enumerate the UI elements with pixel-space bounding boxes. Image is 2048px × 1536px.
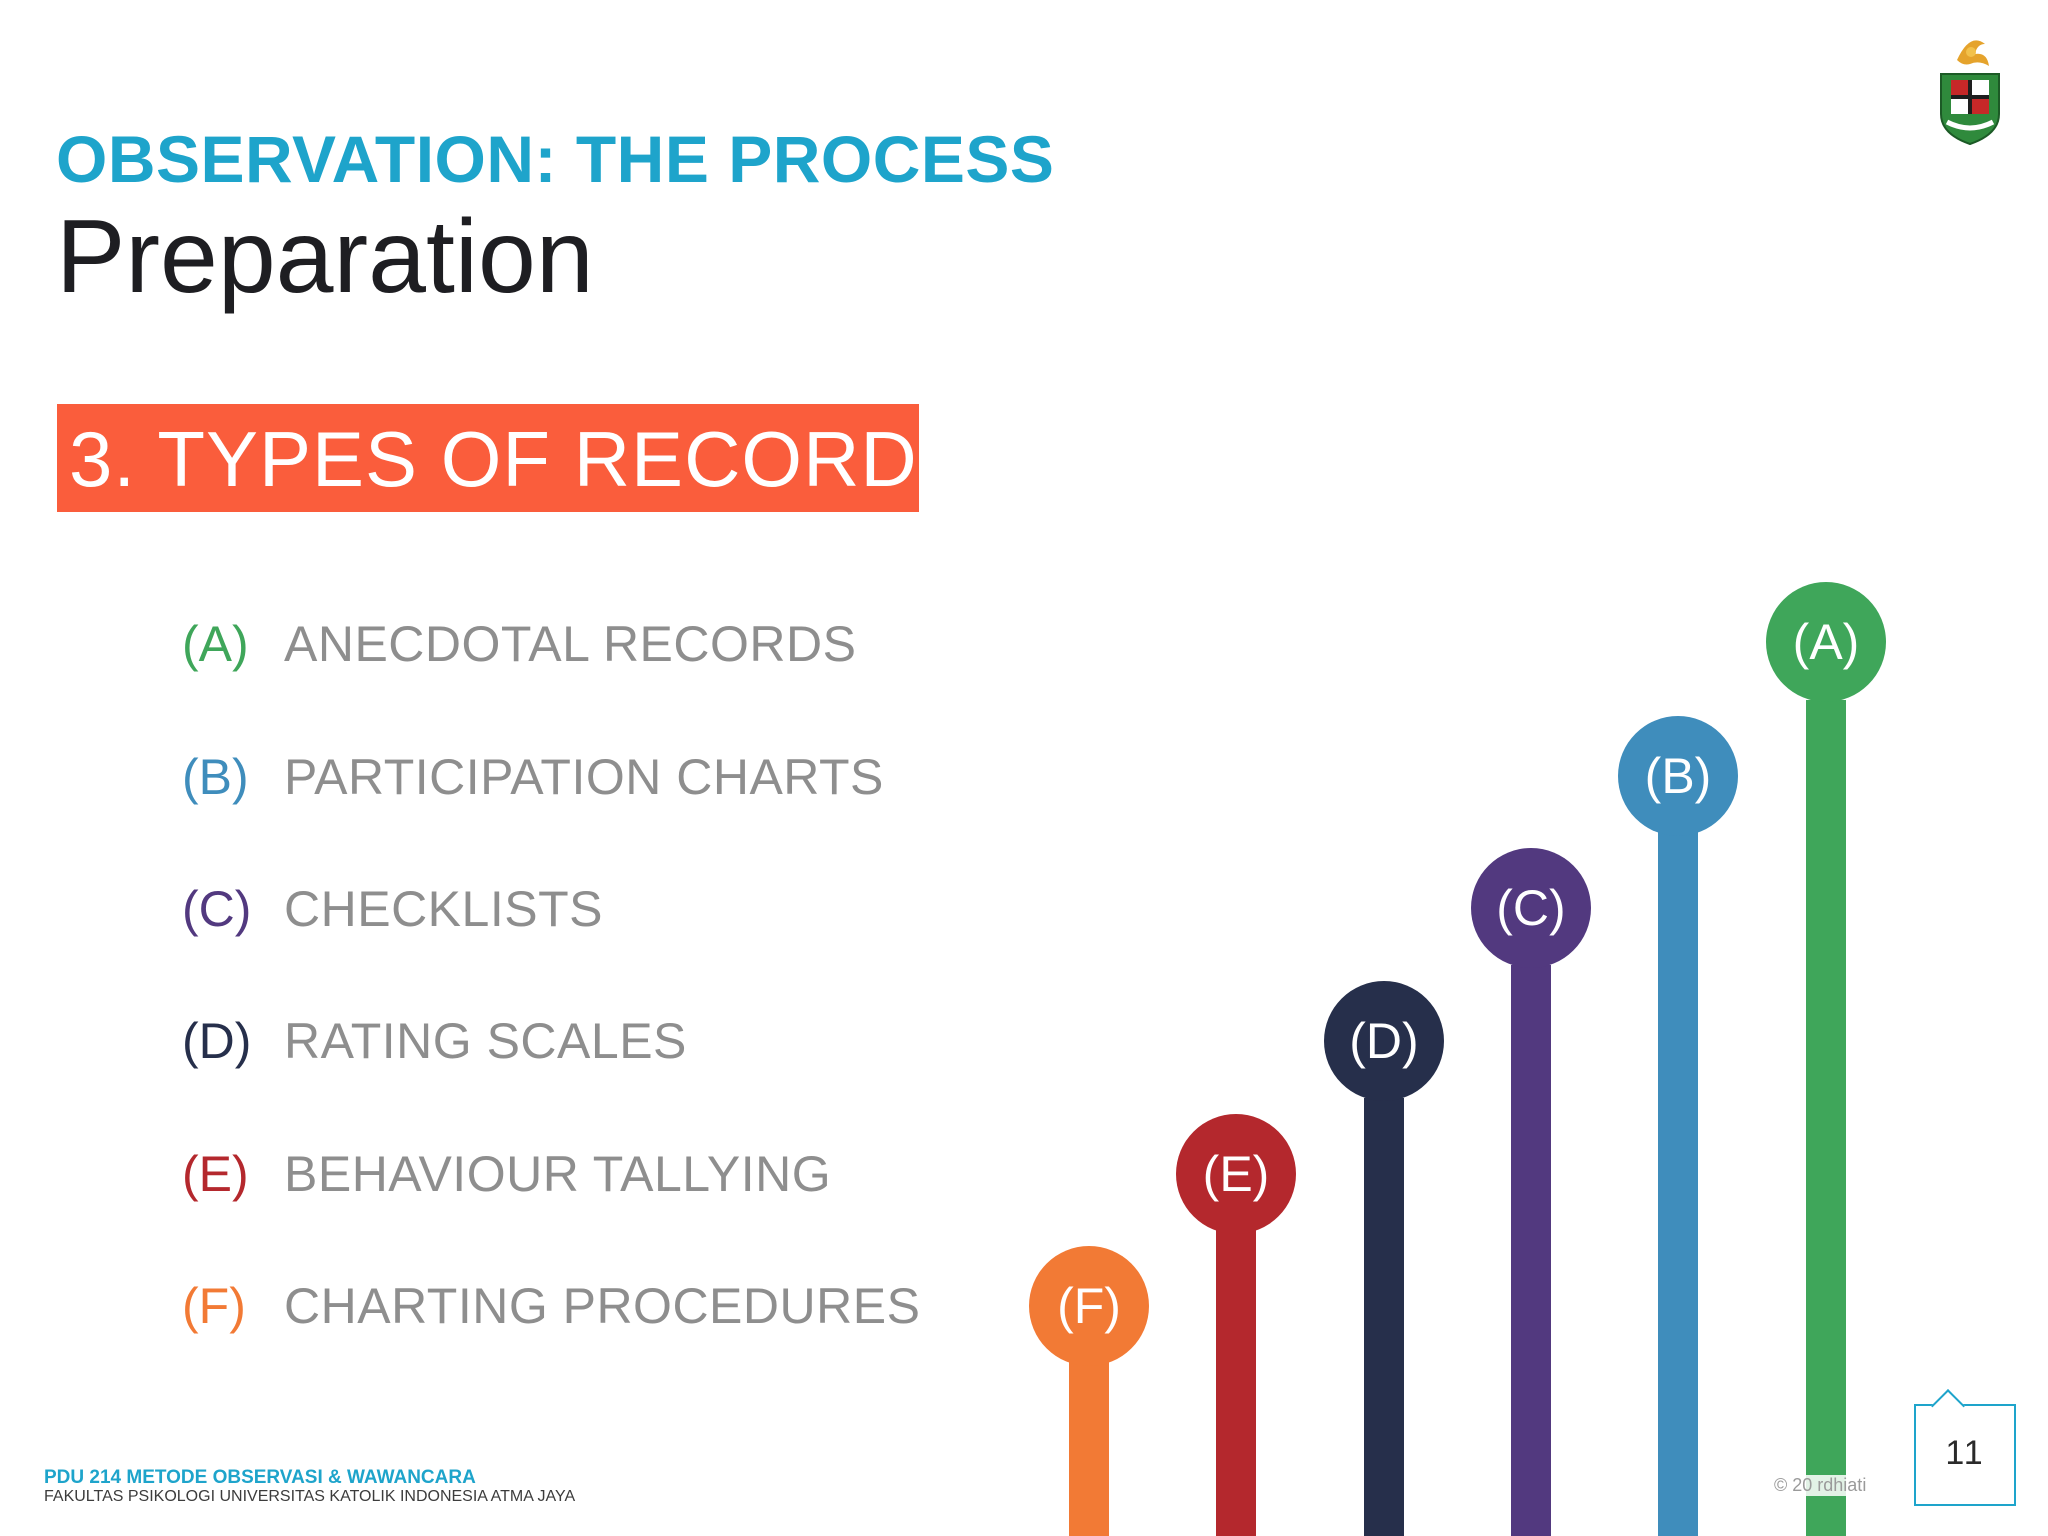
pin-d: (D) (1324, 981, 1444, 1536)
slide-kicker-title: OBSERVATION: THE PROCESS (56, 122, 1055, 196)
list-letter: (A) (182, 616, 249, 672)
copyright-note: © 20 rdhiati (1770, 1475, 1871, 1496)
section-heading-bar: 3. TYPES OF RECORDS (57, 404, 970, 512)
list-letter: (C) (182, 881, 252, 937)
list-label: RATING SCALES (284, 1013, 687, 1069)
pin-a-label: (A) (1793, 614, 1860, 670)
footer-course-name: PDU 214 METODE OBSERVASI & WAWANCARA (44, 1467, 476, 1488)
list-letter: (F) (182, 1278, 246, 1334)
list-label: ANECDOTAL RECORDS (284, 616, 857, 672)
pin-a: (A) (1766, 582, 1886, 1536)
page-number: 11 (1945, 1434, 1985, 1472)
list-item-b: (B) PARTICIPATION CHARTS (0, 737, 1000, 817)
list-letter: (B) (182, 749, 249, 805)
list-letter: (E) (182, 1146, 249, 1202)
pin-c: (C) (1471, 848, 1591, 1536)
list-item-a: (A) ANECDOTAL RECORDS (0, 604, 1000, 684)
pin-b-label: (B) (1645, 748, 1712, 804)
list-label: PARTICIPATION CHARTS (284, 749, 884, 805)
footer-faculty-name: FAKULTAS PSIKOLOGI UNIVERSITAS KATOLIK I… (44, 1488, 576, 1505)
section-heading-label: 3. TYPES OF RECORDS (69, 415, 971, 503)
pin-b: (B) (1618, 716, 1738, 1536)
pin-e: (E) (1176, 1114, 1296, 1536)
list-item-d: (D) RATING SCALES (0, 1001, 1000, 1081)
list-item-c: (C) CHECKLISTS (0, 869, 1000, 949)
university-crest-logo (1940, 40, 2000, 146)
slide-title: Preparation (56, 199, 594, 315)
pin-d-label: (D) (1349, 1013, 1418, 1069)
page-number-badge: 11 (1914, 1389, 2016, 1506)
pin-f-label: (F) (1057, 1278, 1121, 1334)
list-item-f: (F) CHARTING PROCEDURES (0, 1266, 1000, 1346)
list-label: BEHAVIOUR TALLYING (284, 1146, 832, 1202)
pin-c-label: (C) (1496, 880, 1565, 936)
pin-e-label: (E) (1203, 1146, 1270, 1202)
list-label: CHARTING PROCEDURES (284, 1278, 921, 1334)
list-label: CHECKLISTS (284, 881, 603, 937)
list-item-e: (E) BEHAVIOUR TALLYING (0, 1134, 1000, 1214)
pin-f: (F) (1029, 1246, 1149, 1536)
list-letter: (D) (182, 1013, 252, 1069)
